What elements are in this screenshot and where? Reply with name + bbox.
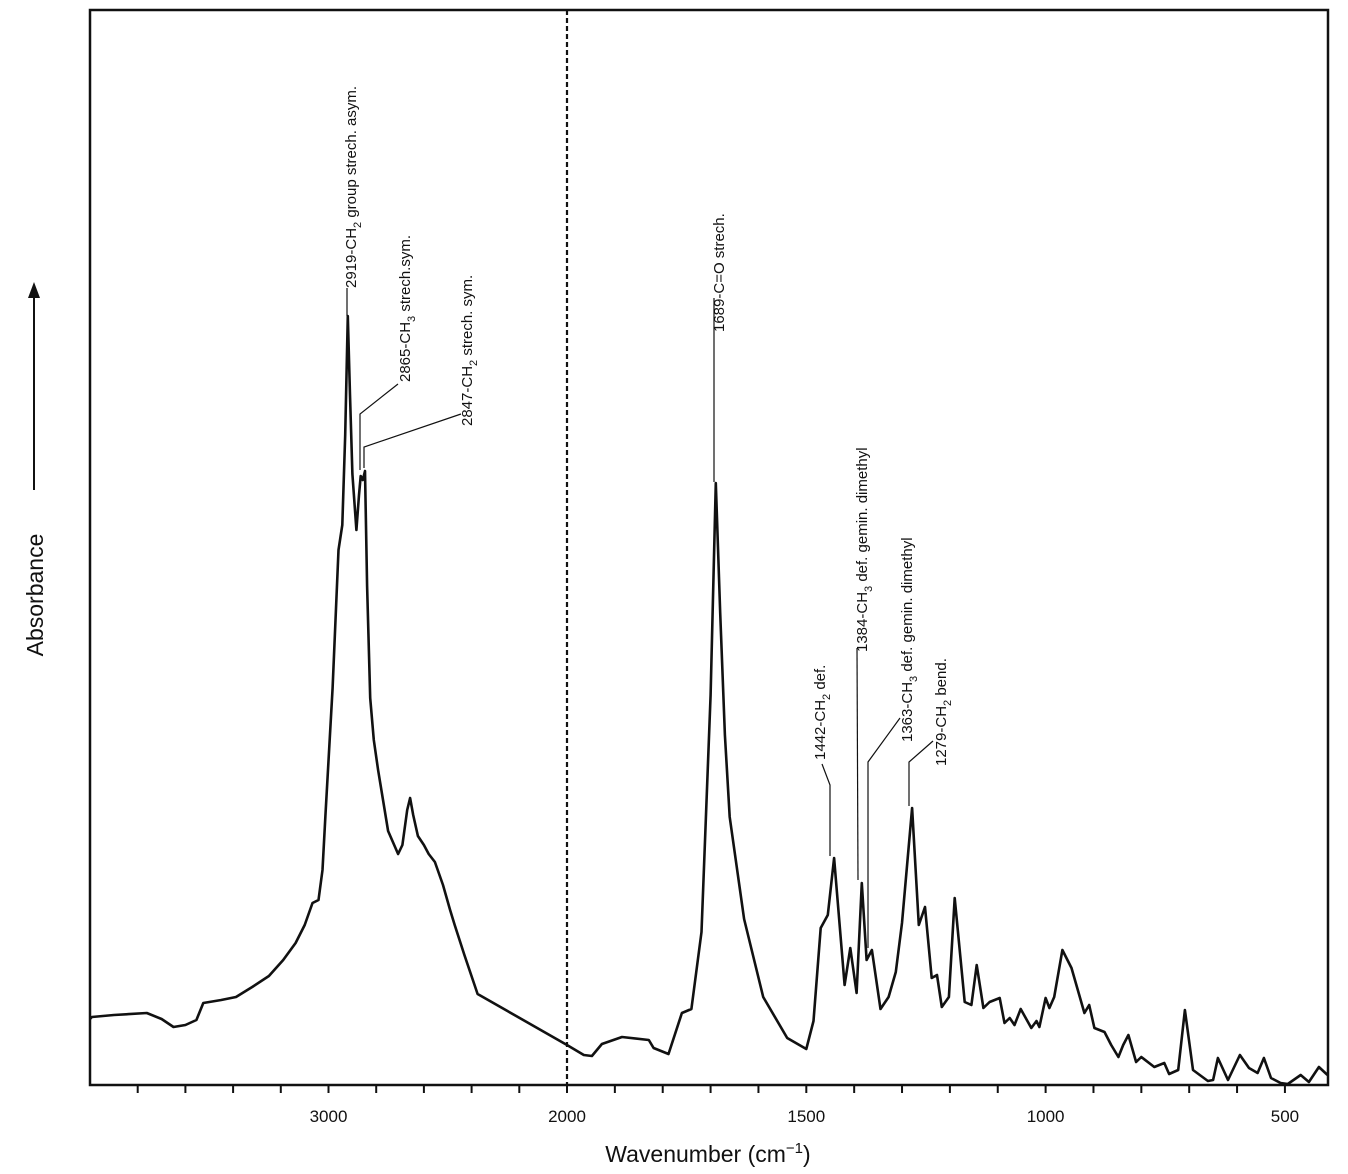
x-tick-label: 1500 — [787, 1107, 825, 1126]
annotation-text: 1689-C=O strech. — [711, 213, 728, 332]
spectrum-line — [89, 314, 1329, 1086]
y-axis-label-group: Absorbance — [22, 282, 48, 656]
annotation-subscript: 2 — [942, 700, 954, 706]
annotation-text-rest: strech. sym. — [459, 275, 476, 360]
annotation-leader-line — [856, 647, 859, 881]
peak-annotation-label: 2847-CH2 strech. sym. — [459, 275, 480, 426]
annotation-subscript: 2 — [468, 360, 480, 366]
annotation-leader-lines — [346, 288, 934, 948]
annotation-text: 2847-CH — [459, 366, 476, 426]
x-tick-label: 2000 — [548, 1107, 586, 1126]
peak-annotation-label: 2919-CH2 group strech. asym. — [343, 86, 364, 288]
annotation-text: 1384-CH — [854, 592, 871, 652]
annotation-text-rest: def. — [812, 665, 829, 694]
annotation-text-rest: bend. — [933, 658, 950, 700]
annotation-text-rest: def. gemin. dimethyl — [899, 537, 916, 675]
x-axis-label-superscript: −1 — [786, 1140, 803, 1157]
peak-annotation-label: 2865-CH3 strech.sym. — [397, 235, 418, 382]
annotation-subscript: 3 — [908, 676, 920, 682]
annotation-leader-line — [908, 740, 934, 806]
x-axis-label-close: ) — [803, 1141, 811, 1167]
x-axis-label-text: Wavenumber (cm — [605, 1141, 786, 1167]
annotation-leader-line — [363, 413, 462, 468]
plot-frame — [88, 8, 1330, 1087]
annotation-text-rest: def. gemin. dimethyl — [854, 447, 871, 585]
x-tick-label: 500 — [1271, 1107, 1299, 1126]
annotation-leader-line — [359, 383, 399, 470]
annotation-subscript: 3 — [863, 586, 875, 592]
peak-annotations: 2919-CH2 group strech. asym.2865-CH3 str… — [343, 86, 954, 766]
annotation-subscript: 2 — [821, 694, 833, 700]
annotation-leader-line — [821, 763, 831, 856]
x-axis-ticks — [136, 1085, 1286, 1093]
y-axis-label: Absorbance — [22, 534, 48, 657]
peak-annotation-label: 1442-CH2 def. — [812, 665, 833, 760]
annotation-text: 1279-CH — [933, 706, 950, 766]
peak-annotation-label: 1279-CH2 bend. — [933, 658, 954, 766]
annotation-text-rest: strech.sym. — [397, 235, 414, 316]
peak-annotation-label: 1689-C=O strech. — [711, 213, 728, 332]
x-axis-label: Wavenumber (cm−1) — [605, 1140, 810, 1167]
annotation-text: 2865-CH — [397, 322, 414, 382]
annotation-text: 1442-CH — [812, 700, 829, 760]
peak-annotation-label: 1384-CH3 def. gemin. dimethyl — [854, 447, 875, 652]
x-tick-label: 3000 — [310, 1107, 348, 1126]
annotation-text: 2919-CH — [343, 228, 360, 288]
annotation-leader-line — [867, 717, 901, 948]
annotation-text-rest: group strech. asym. — [343, 86, 360, 222]
x-axis-tick-labels: 3000 2000 1500 1000 500 — [310, 1107, 1300, 1126]
x-tick-label: 1000 — [1027, 1107, 1065, 1126]
annotation-subscript: 3 — [406, 316, 418, 322]
annotation-text: 1363-CH — [899, 682, 916, 742]
peak-annotation-label: 1363-CH3 def. gemin. dimethyl — [899, 537, 920, 742]
annotation-subscript: 2 — [352, 222, 364, 228]
up-arrow-icon — [28, 282, 40, 298]
